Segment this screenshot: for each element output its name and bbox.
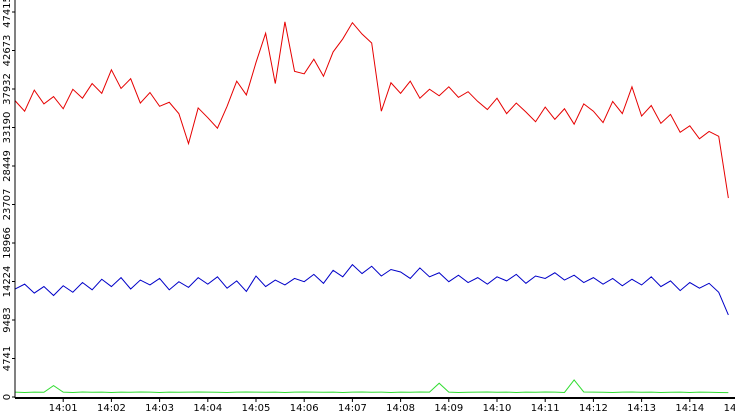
x-tick-label: 14:14 [675,403,704,414]
series-line [14,263,729,316]
y-tick-label: 18966 [2,227,13,259]
x-tick-label: 14:07 [338,403,367,414]
x-tick-label: 14:03 [145,403,174,414]
series-line [14,379,729,394]
y-tick-label: 33190 [2,112,13,144]
y-tick-label: 47415 [2,0,13,28]
x-tick-label: 14:11 [531,403,560,414]
x-tick-label: 14:01 [49,403,78,414]
y-tick-label: 37932 [2,73,13,105]
x-tick-label: 14:10 [483,403,512,414]
x-tick-label: 14:09 [434,403,463,414]
y-tick-label: 14224 [2,266,13,298]
x-tick-label: 14:13 [627,403,656,414]
x-tick-label: 14:15 [724,403,735,414]
y-tick-label: 4741 [2,346,13,371]
x-tick-label: 14:05 [242,403,271,414]
y-tick-label: 28449 [2,150,13,182]
x-tick-label: 14:06 [290,403,319,414]
x-tick-label: 14:04 [193,403,222,414]
x-tick-label: 14:12 [579,403,608,414]
series-line [14,21,729,199]
y-tick-label: 0 [2,394,13,400]
y-tick-label: 9483 [2,307,13,332]
x-tick-label: 14:08 [386,403,415,414]
y-tick-label: 23707 [2,189,13,221]
y-tick-label: 42673 [2,35,13,67]
x-tick-label: 14:02 [97,403,126,414]
